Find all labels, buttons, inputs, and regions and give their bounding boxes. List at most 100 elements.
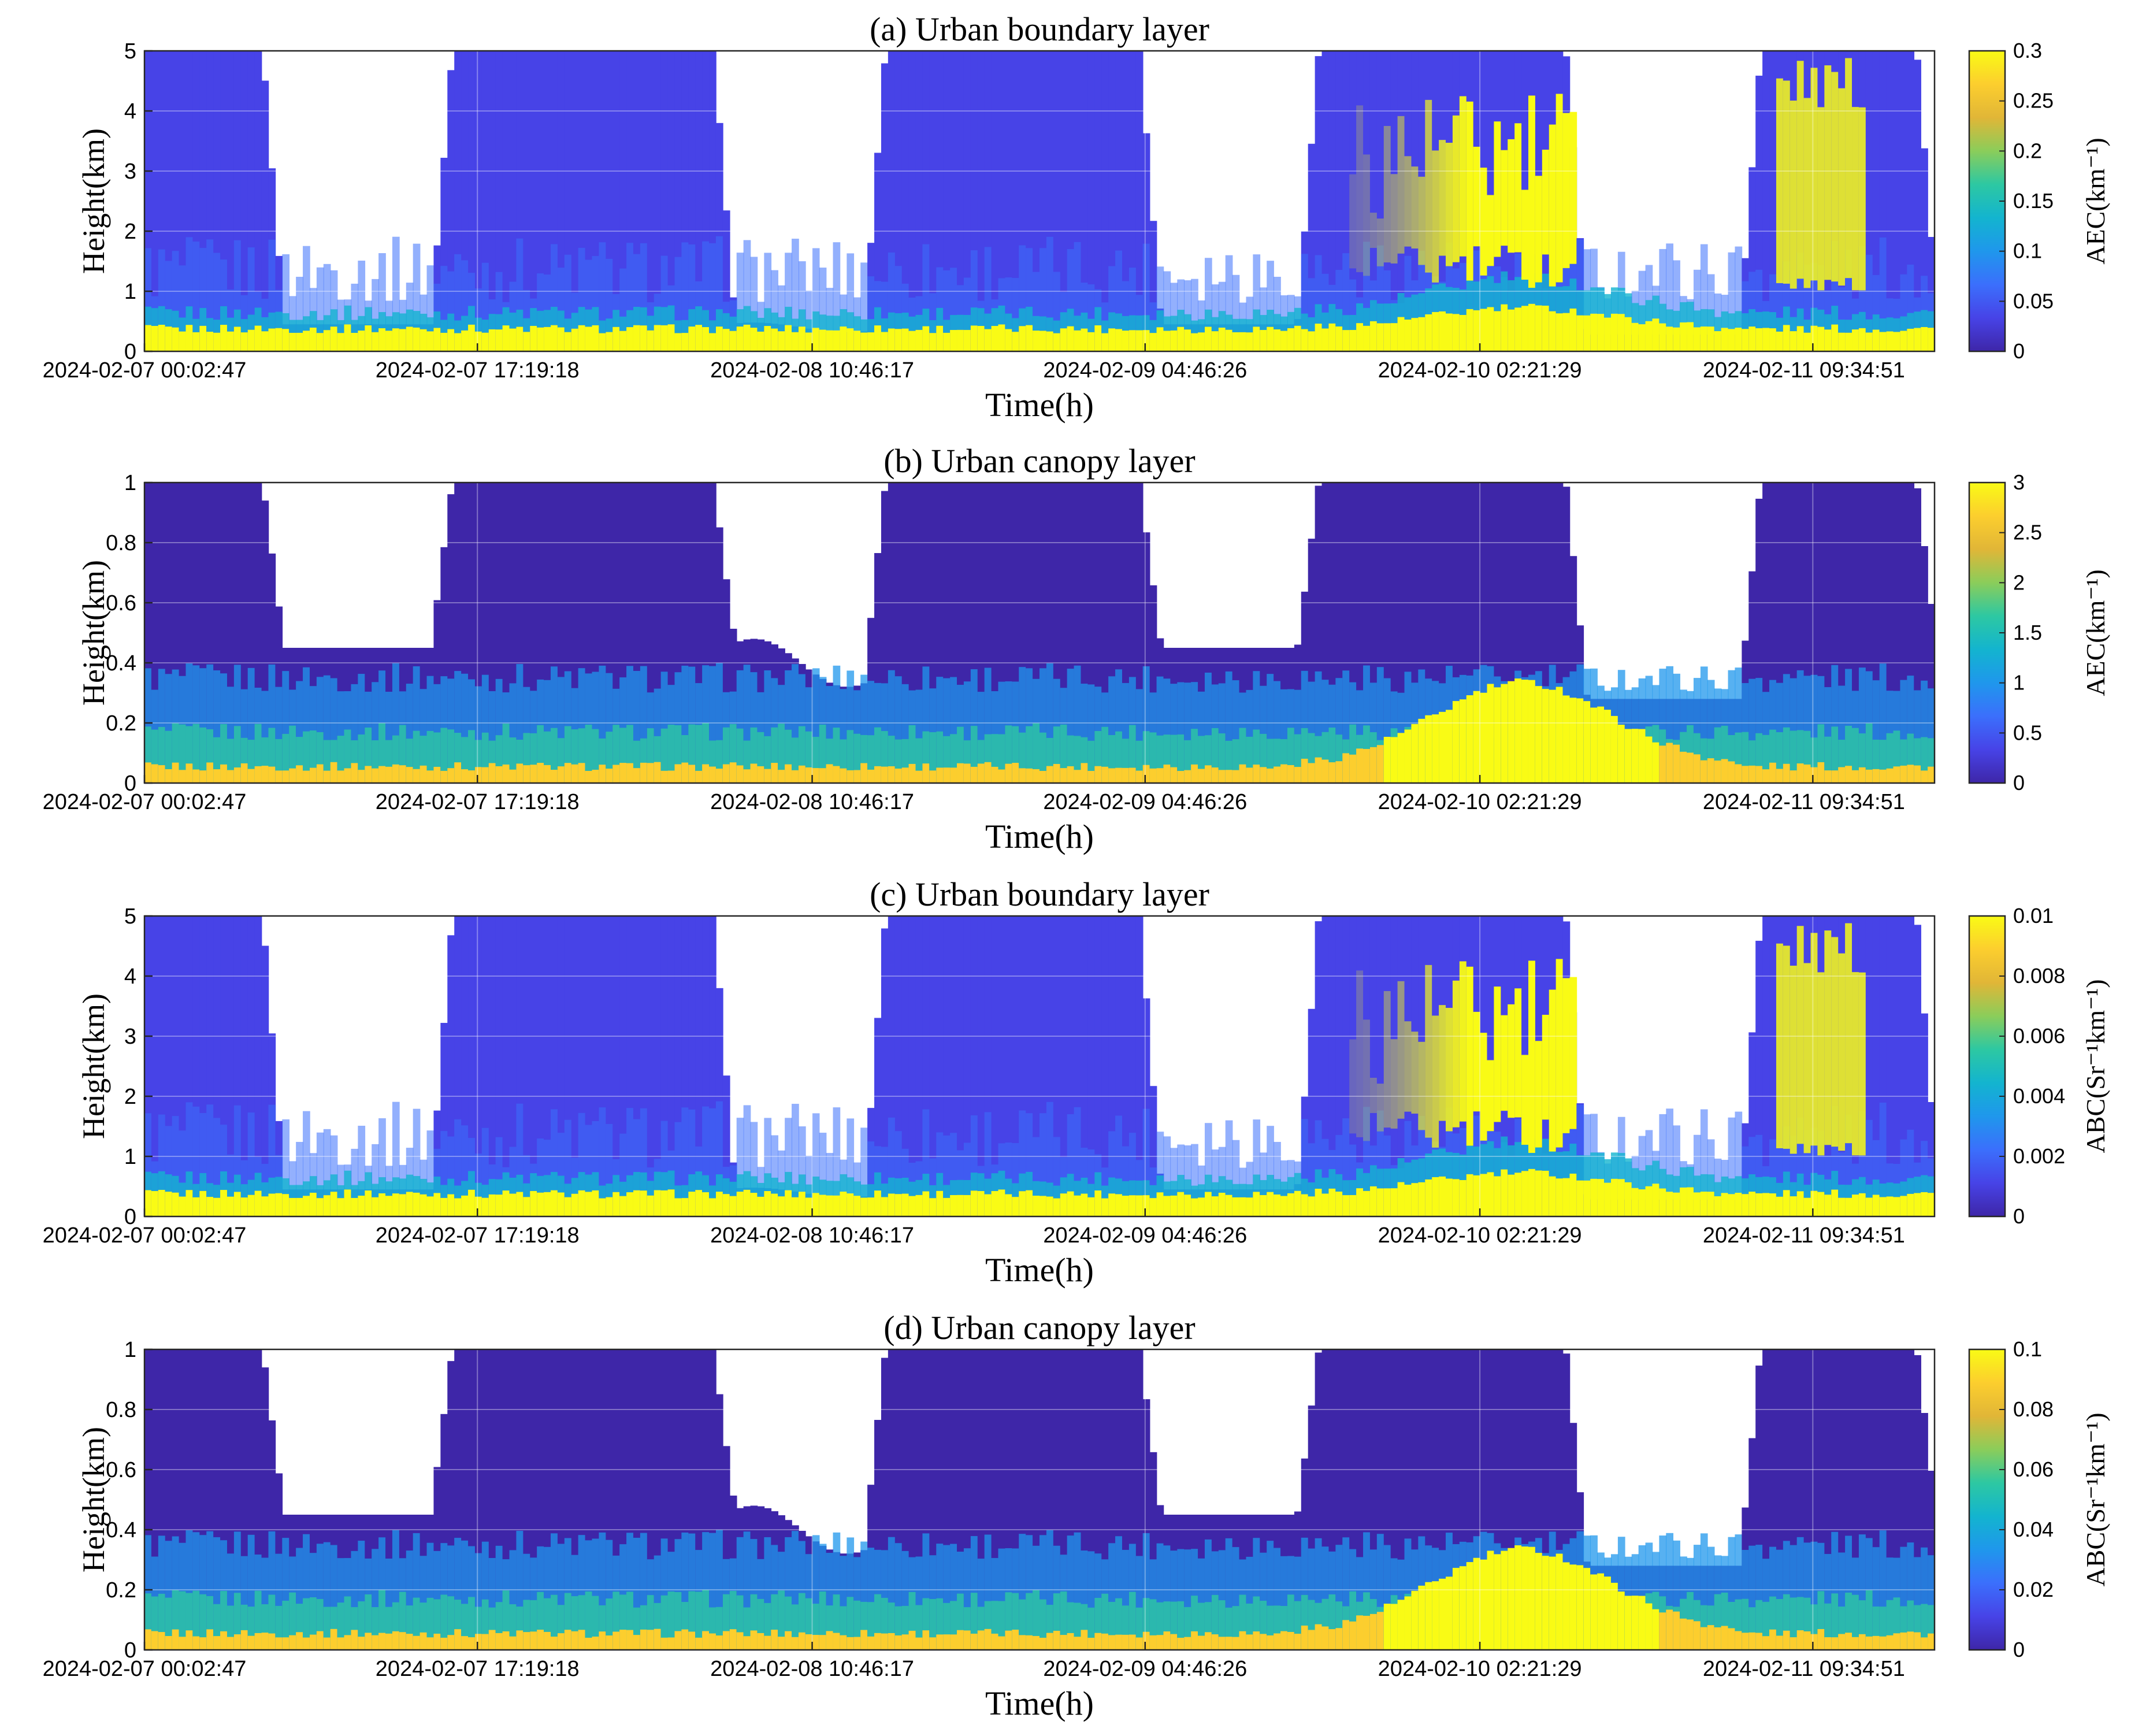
panel-0-ytick-4: 4 (124, 99, 136, 124)
panel-1-cbtick-1: 0.5 (2013, 721, 2042, 744)
panel-1-xtick-4: 2024-02-10 02:21:29 (1378, 790, 1582, 814)
panel-1-cbtick-3: 1.5 (2013, 621, 2042, 644)
panel-0-xtick-3: 2024-02-09 04:46:26 (1043, 358, 1247, 383)
panel-2-xtick-1: 2024-02-07 17:19:18 (376, 1223, 580, 1248)
panel-2-cbtick-4: 0.008 (2013, 964, 2065, 988)
panel-1-cbtick-2: 1 (2013, 671, 2025, 695)
panel-0-cbtick-4: 0.2 (2013, 139, 2042, 162)
panel-0-xtick-0: 2024-02-07 00:02:47 (43, 358, 247, 383)
panel-0-ytick-2: 2 (124, 220, 136, 244)
panel-3-xtick-2: 2024-02-08 10:46:17 (710, 1657, 914, 1681)
panel-3-ytick-2: 0.4 (106, 1518, 136, 1542)
panel-3-title: (d) Urban canopy layer (883, 1309, 1195, 1346)
panel-1-title: (b) Urban canopy layer (883, 442, 1195, 480)
panel-3-cbtick-0: 0 (2013, 1638, 2025, 1661)
panel-3-xtick-4: 2024-02-10 02:21:29 (1378, 1657, 1582, 1681)
panel-0-xlabel: Time(h) (985, 386, 1094, 424)
panel-0-axes (143, 50, 1936, 353)
panel-2-cbtick-0: 0 (2013, 1204, 2025, 1228)
panel-3-ytick-5: 1 (124, 1338, 136, 1362)
panel-1-ytick-4: 0.8 (106, 531, 136, 555)
panel-3-ytick-1: 0.2 (106, 1578, 136, 1603)
panel-1-cbtick-0: 0 (2013, 771, 2025, 795)
panel-1-ytick-3: 0.6 (106, 591, 136, 615)
panel-2-ytick-5: 5 (124, 904, 136, 929)
panel-2-cbtick-1: 0.002 (2013, 1144, 2065, 1168)
panel-3-ytick-3: 0.6 (106, 1458, 136, 1482)
panel-3-cbtick-5: 0.1 (2013, 1337, 2042, 1361)
panel-1-colorbar (1968, 481, 2006, 784)
panel-1-ylabel: Height(km) (76, 560, 111, 706)
panel-0-cbtick-2: 0.1 (2013, 239, 2042, 263)
panel-1-cbtick-5: 2.5 (2013, 521, 2042, 544)
panel-1-ytick-1: 0.2 (106, 711, 136, 736)
panel-3-xtick-3: 2024-02-09 04:46:26 (1043, 1657, 1247, 1681)
panel-2-ytick-4: 4 (124, 965, 136, 989)
panel-2-xtick-2: 2024-02-08 10:46:17 (710, 1223, 914, 1248)
panel-2-ytick-1: 1 (124, 1145, 136, 1169)
panel-2-xtick-0: 2024-02-07 00:02:47 (43, 1223, 247, 1248)
panel-2-ylabel: Height(km) (76, 993, 111, 1139)
panel-1-colorbar-label: AEC(km⁻¹) (2081, 569, 2110, 696)
panel-1-xtick-3: 2024-02-09 04:46:26 (1043, 790, 1247, 814)
panel-1-ytick-0: 0 (124, 771, 136, 796)
panel-0-ylabel: Height(km) (76, 128, 111, 274)
panel-2-field (144, 916, 1935, 1216)
panel-2-xtick-3: 2024-02-09 04:46:26 (1043, 1223, 1247, 1248)
panel-0-colorbar-label: AEC(km⁻¹) (2081, 138, 2110, 265)
panel-3-xtick-1: 2024-02-07 17:19:18 (376, 1657, 580, 1681)
panel-2-cbtick-2: 0.004 (2013, 1084, 2065, 1108)
panel-2-xlabel: Time(h) (985, 1251, 1094, 1289)
panel-3-cbtick-4: 0.08 (2013, 1397, 2054, 1421)
panel-0-cbtick-3: 0.15 (2013, 189, 2054, 213)
panel-0-ytick-3: 3 (124, 159, 136, 184)
panel-0-cbtick-0: 0 (2013, 339, 2025, 363)
panel-0-title: (a) Urban boundary layer (870, 10, 1209, 48)
panel-2-title: (c) Urban boundary layer (870, 876, 1209, 913)
panel-3-field (144, 1349, 1935, 1650)
panel-3-ytick-0: 0 (124, 1638, 136, 1663)
panel-1-cbtick-6: 3 (2013, 470, 2025, 494)
panel-3-ylabel: Height(km) (76, 1427, 111, 1572)
panel-2-ytick-3: 3 (124, 1025, 136, 1049)
panel-2-axes (143, 915, 1936, 1218)
panel-2-colorbar-label: ABC(Sr⁻¹km⁻¹) (2081, 979, 2110, 1153)
panel-0-cbtick-5: 0.25 (2013, 89, 2054, 113)
panel-2-xtick-4: 2024-02-10 02:21:29 (1378, 1223, 1582, 1248)
panel-3-colorbar-label: ABC(Sr⁻¹km⁻¹) (2081, 1412, 2110, 1586)
panel-0-ytick-5: 5 (124, 39, 136, 64)
panel-3-cbtick-3: 0.06 (2013, 1457, 2054, 1481)
panel-3-ytick-4: 0.8 (106, 1398, 136, 1422)
panel-1-xtick-1: 2024-02-07 17:19:18 (376, 790, 580, 814)
panel-1-xtick-5: 2024-02-11 09:34:51 (1703, 790, 1905, 814)
panel-3-xtick-0: 2024-02-07 00:02:47 (43, 1657, 247, 1681)
panel-1-xtick-0: 2024-02-07 00:02:47 (43, 790, 247, 814)
panel-0-field (144, 51, 1935, 351)
panel-3-cbtick-2: 0.04 (2013, 1518, 2054, 1541)
panel-0-xtick-5: 2024-02-11 09:34:51 (1703, 358, 1905, 383)
panel-0-xtick-4: 2024-02-10 02:21:29 (1378, 358, 1582, 383)
panel-0-cbtick-1: 0.05 (2013, 289, 2054, 313)
panel-3-axes (143, 1348, 1936, 1651)
panel-0-xtick-2: 2024-02-08 10:46:17 (710, 358, 914, 383)
panel-1-ytick-5: 1 (124, 471, 136, 495)
panel-3-colorbar (1968, 1348, 2006, 1651)
panel-1-xtick-2: 2024-02-08 10:46:17 (710, 790, 914, 814)
panel-1-cbtick-4: 2 (2013, 570, 2025, 594)
panel-0-xtick-1: 2024-02-07 17:19:18 (376, 358, 580, 383)
panel-2-cbtick-3: 0.006 (2013, 1024, 2065, 1048)
panel-2-ytick-2: 2 (124, 1085, 136, 1109)
panel-2-cbtick-5: 0.01 (2013, 904, 2054, 928)
panel-2-ytick-0: 0 (124, 1205, 136, 1229)
panel-0-ytick-1: 1 (124, 280, 136, 304)
panel-3-xtick-5: 2024-02-11 09:34:51 (1703, 1657, 1905, 1681)
panel-3-xlabel: Time(h) (985, 1685, 1094, 1722)
panel-1-axes (143, 481, 1936, 784)
panel-1-xlabel: Time(h) (985, 818, 1094, 855)
panel-3-cbtick-1: 0.02 (2013, 1578, 2054, 1601)
panel-1-ytick-2: 0.4 (106, 651, 136, 676)
panel-2-colorbar (1968, 915, 2006, 1218)
panel-2-xtick-5: 2024-02-11 09:34:51 (1703, 1223, 1905, 1248)
panel-0-ytick-0: 0 (124, 340, 136, 364)
